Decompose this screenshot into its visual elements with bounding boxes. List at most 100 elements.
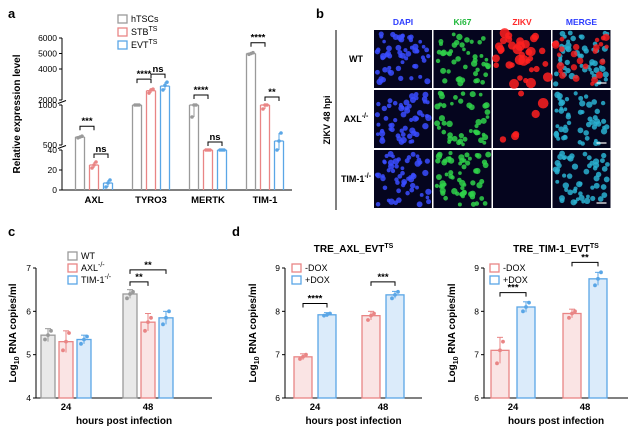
cell-2-1-21 (485, 151, 492, 158)
cell-2-1-29 (447, 156, 452, 161)
point-0-0-2 (49, 328, 53, 333)
y-tick-label-1: 7 (474, 350, 479, 360)
y-tick-label-3: 9 (474, 263, 479, 273)
cell-2-0-34 (380, 175, 386, 182)
y-tick-label-0: 6 (275, 393, 280, 403)
cell-1-3-25 (577, 127, 584, 134)
cell-0-1-37 (484, 62, 489, 67)
cell-0-1-25 (440, 67, 447, 74)
cell-2-0-19 (409, 182, 416, 189)
cell-2-1-51 (440, 190, 446, 196)
cell-1-3-23 (578, 95, 584, 101)
legend-swatch-2 (67, 275, 78, 285)
cell-0-0-36 (409, 76, 414, 81)
cell-2-0-50 (394, 164, 399, 169)
cell-2-0-46 (414, 160, 421, 167)
cell-2-3-29 (569, 153, 575, 159)
point-2-2-2 (222, 148, 226, 152)
cell-2-1-53 (458, 154, 465, 161)
cell-1-0-51 (379, 137, 386, 144)
legend-swatch-0 (67, 251, 78, 261)
cell-0-1-7 (473, 71, 479, 77)
cell-1-0-9 (381, 105, 387, 112)
point-2-1-0 (161, 88, 165, 92)
cell-2-0-54 (406, 176, 411, 181)
sig-label-1: *** (377, 272, 388, 283)
point-1-1-2 (149, 315, 153, 320)
merge-zikv-12 (559, 72, 566, 79)
cell-2-0-37 (397, 174, 403, 179)
sig-bracket-6 (250, 42, 266, 47)
cell-1-1-43 (468, 129, 473, 133)
cell-0-1-15 (446, 69, 451, 74)
cell-2-3-7 (590, 195, 596, 202)
legend-label-0: WT (81, 251, 95, 261)
cell-1-1-30 (481, 132, 486, 137)
y-tick-label-7: 5000 (38, 49, 57, 59)
point-2-0-2 (108, 178, 112, 182)
cell-1-0-44 (409, 117, 414, 122)
point-0-1-2 (573, 309, 577, 314)
x-category-label-0: 24 (310, 402, 321, 413)
cell-0-3-52 (578, 34, 583, 39)
cell-2-0-52 (426, 199, 432, 205)
cell-2-3-2 (583, 168, 590, 175)
cell-1-1-27 (462, 136, 468, 142)
cell-0-1-30 (483, 72, 489, 78)
cell-0-2-14 (523, 77, 529, 84)
sig-bracket-7 (264, 96, 280, 101)
cell-2-3-12 (601, 165, 608, 172)
cell-2-3-45 (578, 194, 585, 201)
cell-0-1-41 (466, 51, 471, 55)
legend-label-1: AXL-/- (81, 262, 105, 273)
cell-1-2-3 (511, 132, 520, 141)
point-1-1-0 (593, 283, 597, 288)
point-2-3-0 (275, 148, 279, 152)
point-0-0-1 (301, 354, 305, 359)
cell-0-2-13 (542, 72, 553, 82)
cell-1-2-4 (499, 136, 507, 143)
cell-0-0-39 (418, 74, 423, 79)
cell-0-0-51 (390, 31, 396, 38)
cell-2-1-52 (451, 188, 458, 195)
cell-2-3-48 (589, 160, 595, 166)
cell-1-0-34 (425, 114, 432, 122)
point-0-1-0 (567, 315, 571, 320)
point-0-0-0 (495, 361, 499, 366)
cell-1-0-40 (392, 100, 398, 106)
cell-2-0-0 (424, 158, 430, 164)
cell-2-1-36 (444, 172, 449, 177)
bar-2-1 (158, 317, 174, 399)
point-0-1-0 (125, 296, 129, 301)
cell-1-0-21 (425, 100, 430, 105)
y-tick-label-5: 2000 (38, 95, 57, 105)
point-0-0-1 (46, 333, 50, 338)
merge-zikv-16 (592, 48, 598, 54)
cell-0-0-43 (382, 39, 386, 44)
cell-2-3-38 (562, 155, 568, 160)
cell-0-2-23 (499, 37, 507, 45)
y-tick-label-8: 6000 (38, 33, 57, 43)
cell-1-3-31 (591, 99, 598, 105)
cell-0-2-29 (505, 61, 514, 69)
cell-1-1-10 (438, 102, 443, 107)
cell-1-3-18 (587, 116, 593, 122)
sig-label-2: **** (137, 69, 152, 80)
merge-zikv-20 (570, 50, 578, 58)
bar-1-1 (140, 321, 156, 399)
sig-bracket-1 (370, 281, 396, 286)
point-0-2-0 (190, 115, 194, 119)
cell-1-1-28 (453, 95, 458, 100)
cell-1-1-17 (456, 139, 462, 146)
cell-2-3-14 (576, 181, 583, 188)
cell-0-1-38 (451, 59, 457, 65)
cell-0-1-17 (477, 39, 482, 45)
legend-swatch-0 (489, 263, 500, 273)
bar-0-1 (122, 293, 138, 399)
point-1-0-0 (61, 348, 65, 353)
cell-0-1-13 (484, 57, 489, 62)
cell-2-3-11 (566, 173, 573, 179)
cell-1-3-29 (593, 138, 598, 143)
point-1-1-0 (390, 296, 394, 301)
cell-1-1-32 (439, 93, 445, 100)
